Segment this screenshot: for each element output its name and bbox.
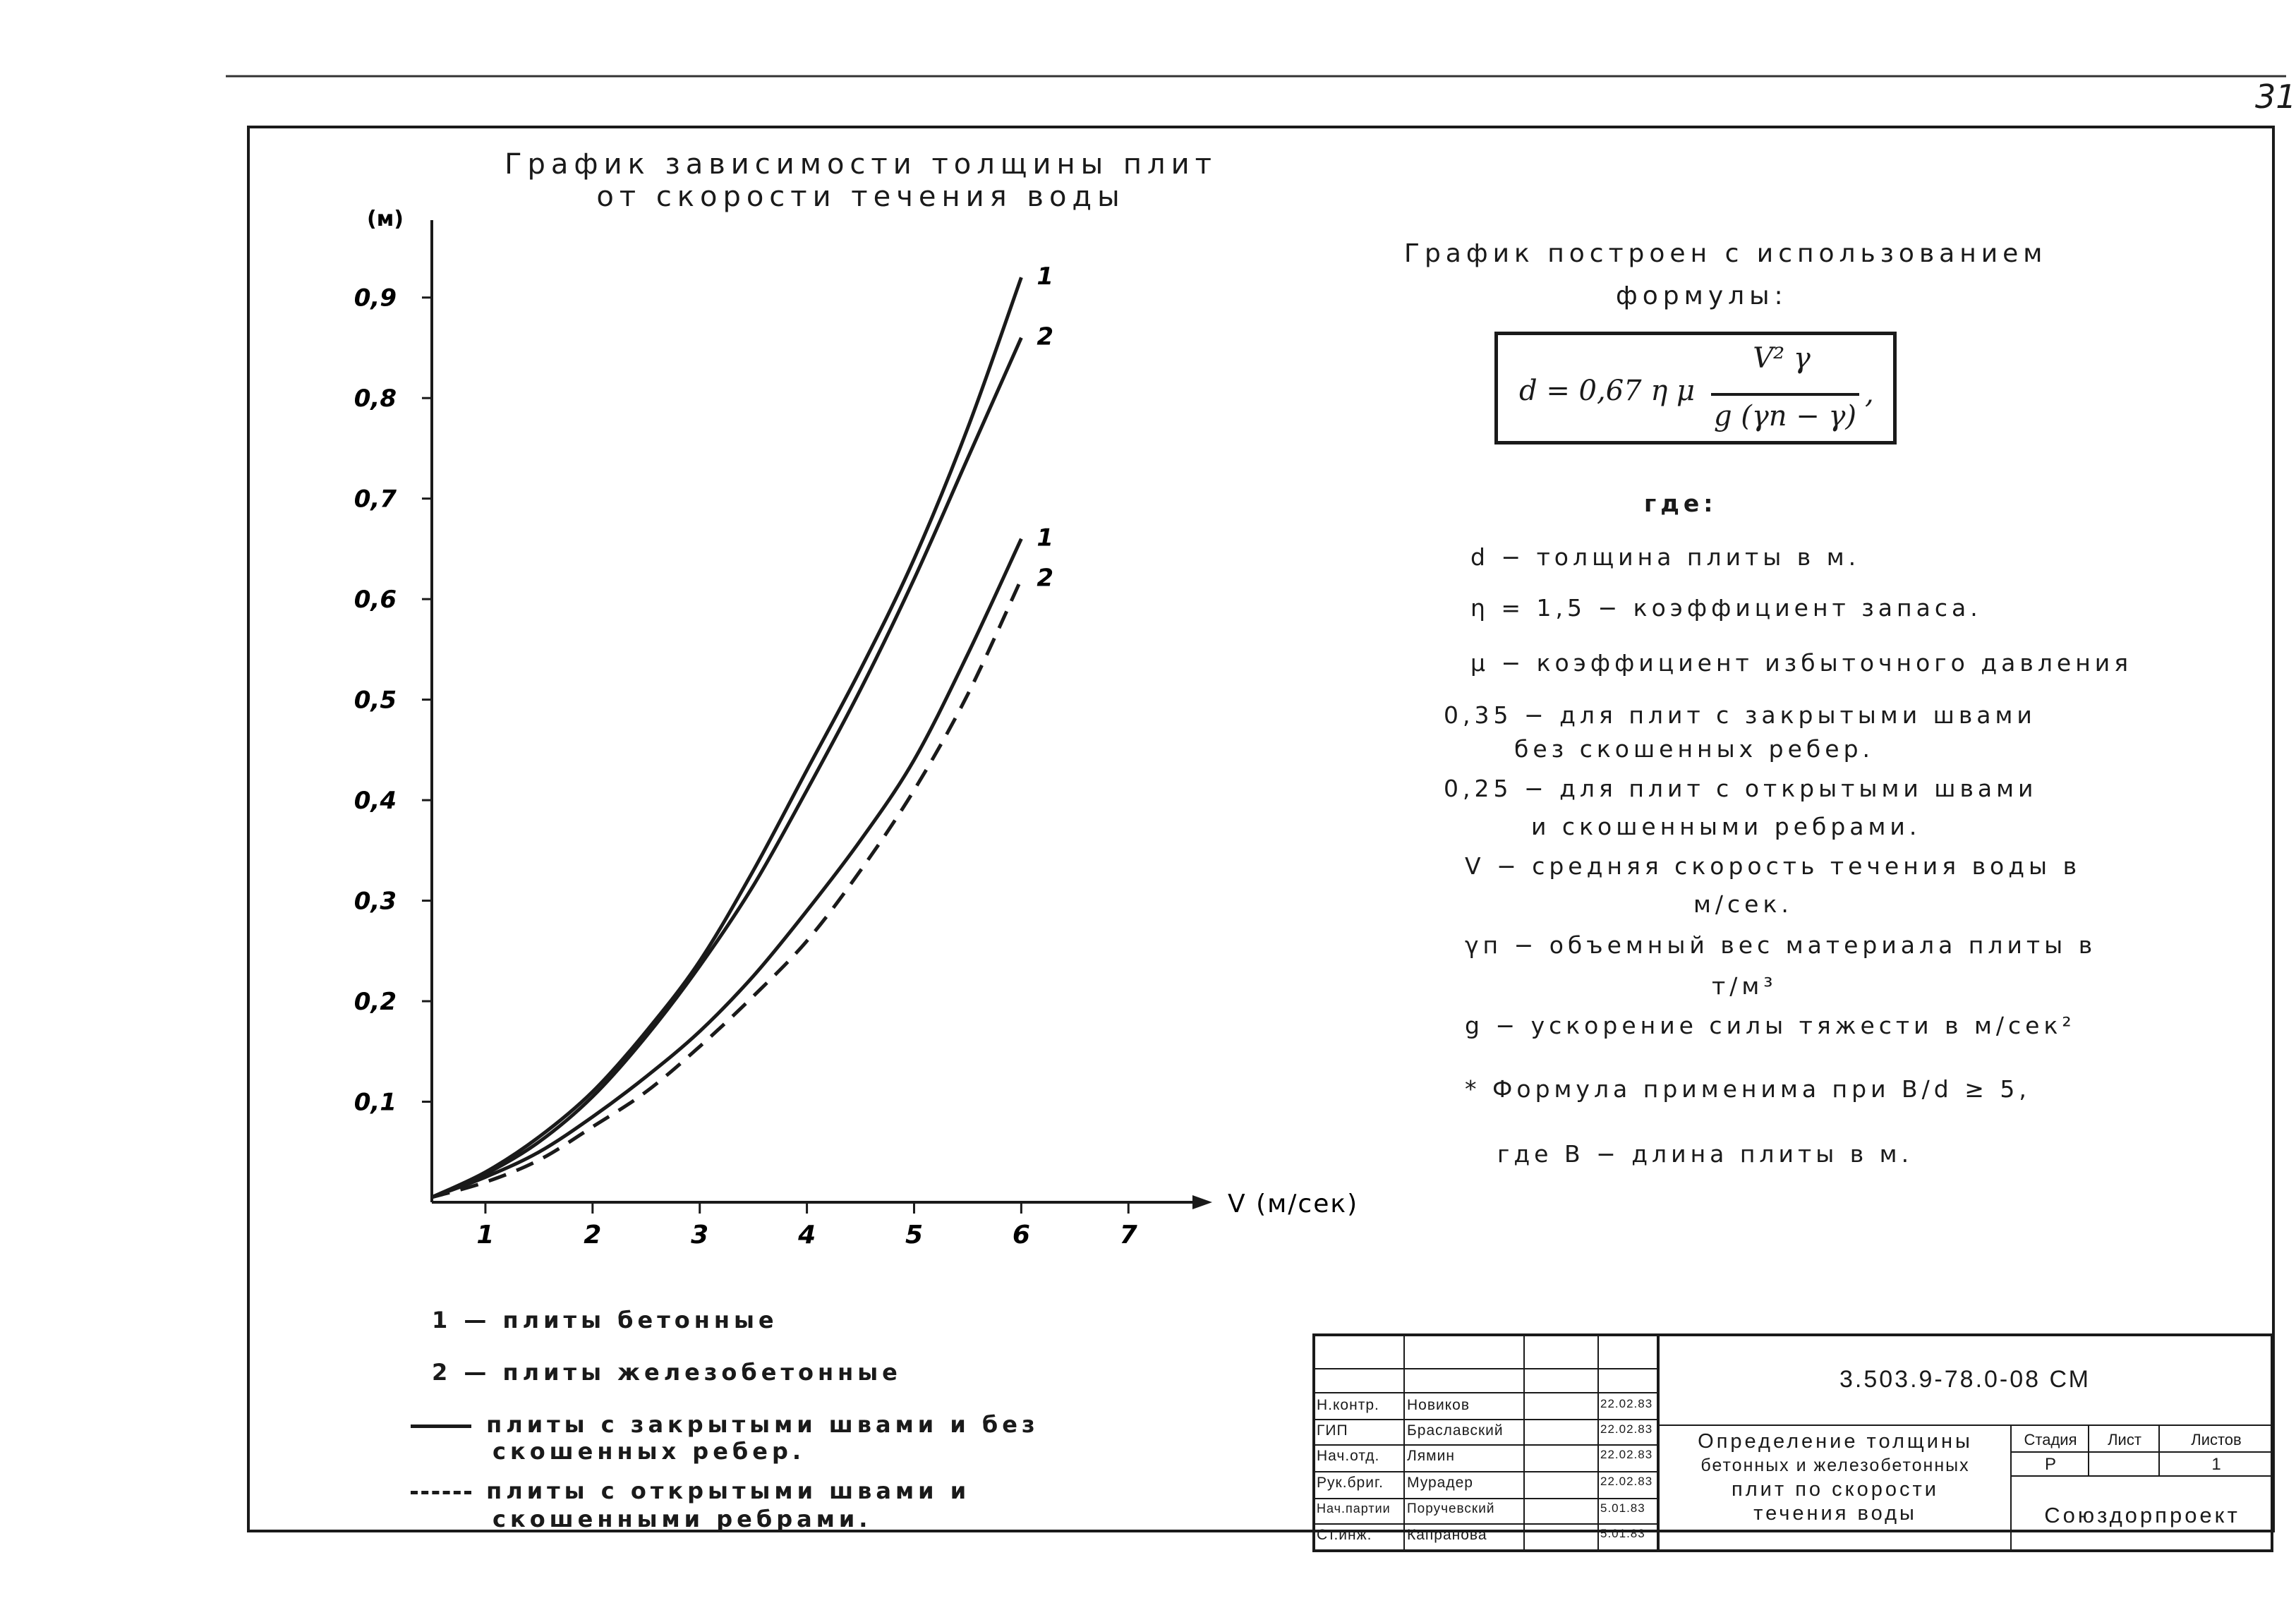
x-tick-label-6: 6: [1013, 1221, 1030, 1250]
staff-date-5: 5.01.83: [1600, 1501, 1645, 1515]
legend-dashed-symbol: [411, 1490, 471, 1494]
x-tick-label-1: 1: [476, 1221, 494, 1250]
x-tick-label-5: 5: [905, 1221, 923, 1250]
y-tick-label-7: 0,7: [354, 485, 397, 514]
staff-date-4: 22.02.83: [1600, 1475, 1653, 1488]
formula-fraction-bar: [1711, 393, 1859, 396]
explanation-line-2: η = 1,5 − коэффициент запаса.: [1470, 594, 1982, 622]
explanation-line-12: g − ускорение силы тяжести в м/сек²: [1465, 1012, 2076, 1039]
x-axis-arrow: [1192, 1195, 1212, 1209]
staff-name-4: Мурадер: [1407, 1475, 1473, 1491]
explanation-line-14: где B − длина плиты в м.: [1497, 1140, 1914, 1168]
stage-value: Р: [2044, 1455, 2056, 1474]
staff-role-2: ГИП: [1317, 1422, 1348, 1439]
sheets-label: Листов: [2191, 1431, 2242, 1448]
legend-dashed-entry: плиты с открытыми швами и: [411, 1477, 970, 1504]
y-axis-label: (м): [367, 207, 404, 231]
staff-date-3: 22.02.83: [1600, 1448, 1653, 1461]
sheet-description: Определение толщины бетонных и железобет…: [1662, 1429, 2008, 1525]
legend-dashed-text-2: скошенными ребрами.: [493, 1506, 872, 1532]
legend-item-1: 1 — плиты бетонные: [432, 1307, 778, 1333]
chart-title-line-2: от скорости течения воды: [596, 181, 1125, 213]
chart-title-line-1: График зависимости толщины плит: [504, 148, 1217, 181]
x-tick-label-4: 4: [797, 1221, 816, 1250]
title-block: [1312, 1333, 2273, 1552]
staff-name-2: Браславский: [1407, 1422, 1504, 1439]
staff-name-1: Новиков: [1407, 1397, 1470, 1413]
explanation-line-10: γп − объемный вес материала плиты в: [1465, 931, 2097, 959]
legend-solid-symbol: [411, 1424, 471, 1428]
formula-intro: График построен с использованием формулы…: [1404, 233, 2138, 317]
sheet-label: Лист: [2108, 1431, 2141, 1448]
explanation-line-13: * Формула применима при B/d ≥ 5,: [1465, 1075, 2031, 1103]
y-tick-label-1: 0,1: [354, 1089, 397, 1117]
formula-comma: ,: [1865, 377, 1874, 410]
staff-role-6: Ст.инж.: [1317, 1527, 1372, 1543]
description-line-2: бетонных и железобетонных: [1700, 1456, 1970, 1475]
staff-name-3: Лямин: [1407, 1448, 1455, 1464]
y-tick-label-2: 0,2: [354, 988, 397, 1016]
x-tick-label-3: 3: [691, 1221, 708, 1250]
staff-role-5: Нач.партии: [1317, 1501, 1391, 1516]
sheets-value: 1: [2211, 1455, 2221, 1474]
series-line-4: [431, 578, 1023, 1199]
y-tick-label-6: 0,6: [354, 586, 397, 614]
explanation-line-6: 0,25 − для плит с открытыми швами: [1444, 775, 2038, 802]
formula-lhs: d = 0,67 η μ: [1519, 375, 1696, 407]
staff-name-6: Капранова: [1407, 1527, 1487, 1543]
y-tick-label-4: 0,4: [354, 787, 397, 815]
legend-solid-text-1: плиты с закрытыми швами и без: [486, 1411, 1039, 1438]
description-line-4: течения воды: [1753, 1502, 1917, 1525]
explanation-line-5: без скошенных ребер.: [1514, 735, 1875, 763]
y-tick-label-8: 0,8: [354, 385, 397, 413]
staff-date-2: 22.02.83: [1600, 1422, 1653, 1436]
staff-role-3: Нач.отд.: [1317, 1448, 1380, 1464]
explanation-line-1: d − толщина плиты в м.: [1470, 543, 1861, 571]
series-line-2: [431, 337, 1023, 1199]
description-line-3: плит по скорости: [1732, 1478, 1939, 1501]
legend-dashed-text-1: плиты с открытыми швами и: [486, 1477, 971, 1504]
staff-date-6: 5.01.83: [1600, 1527, 1645, 1540]
formula-box: d = 0,67 η μ V² γ g (γп − γ) ,: [1494, 332, 1897, 444]
y-tick-label-5: 0,5: [354, 686, 397, 715]
staff-name-5: Поручевский: [1407, 1501, 1495, 1516]
sheet-border: [247, 126, 2275, 1532]
y-tick-label-3: 0,3: [354, 888, 397, 916]
description-line-1: Определение толщины: [1698, 1430, 1973, 1453]
series-label-4: 2: [1037, 564, 1053, 593]
formula-intro-line-1: График построен с использованием: [1404, 239, 2048, 268]
staff-role-4: Рук.бриг.: [1317, 1475, 1384, 1491]
x-axis-label: V (м/сек): [1228, 1190, 1358, 1218]
stage-label: Стадия: [2024, 1431, 2077, 1448]
formula-numerator: V² γ: [1753, 342, 1811, 375]
doc-code: 3.503.9-78.0-08 СМ: [1839, 1366, 2091, 1393]
explanation-line-8: V − средняя скорость течения воды в: [1465, 852, 2081, 880]
legend-item-2: 2 — плиты железобетонные: [432, 1359, 902, 1386]
formula-intro-line-2: формулы:: [1616, 282, 1788, 310]
where-label: где:: [1644, 490, 1717, 517]
staff-role-1: Н.контр.: [1317, 1397, 1379, 1413]
organization: Союздорпроект: [2044, 1503, 2240, 1528]
y-tick-label-9: 0,9: [354, 284, 397, 313]
legend-solid-text-2: скошенных ребер.: [493, 1438, 806, 1465]
series-line-3: [431, 538, 1023, 1199]
explanation-line-7: и скошенными ребрами.: [1531, 813, 1921, 840]
series-line-1: [430, 277, 1023, 1199]
series-label-3: 1: [1037, 524, 1053, 552]
chart-title: График зависимости толщины плит от скоро…: [466, 148, 1256, 213]
series-label-1: 1: [1037, 262, 1053, 291]
staff-date-1: 22.02.83: [1600, 1397, 1653, 1410]
legend-solid-entry: плиты с закрытыми швами и без: [411, 1411, 1039, 1438]
explanation-line-9: м/сек.: [1693, 890, 1793, 918]
x-tick-label-7: 7: [1120, 1221, 1137, 1250]
explanation-line-4: 0,35 − для плит с закрытыми швами: [1444, 701, 2036, 729]
formula-denominator: g (γп − γ): [1713, 400, 1857, 432]
sheet-number: 31: [2255, 78, 2296, 116]
explanation-line-3: μ − коэффициент избыточного давления: [1470, 649, 2133, 677]
explanation-line-11: т/м³: [1712, 972, 1777, 1000]
x-tick-label-2: 2: [584, 1221, 601, 1250]
series-label-2: 2: [1037, 323, 1053, 351]
